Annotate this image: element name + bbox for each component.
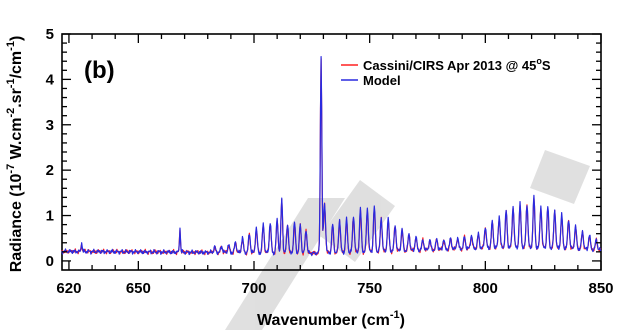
x-tick-label: 650 <box>126 280 151 297</box>
y-tick-label: 5 <box>46 26 54 43</box>
legend-label-model: Model <box>363 73 401 88</box>
legend: Cassini/CIRS Apr 2013 @ 45oS Model <box>341 56 551 88</box>
y-tick-label: 1 <box>46 208 54 225</box>
y-tick-label: 3 <box>46 117 54 134</box>
series-line-model <box>61 56 602 257</box>
x-tick-label: 850 <box>588 280 613 297</box>
x-tick-label: 750 <box>357 280 382 297</box>
tick-layer <box>62 33 602 270</box>
legend-label-cassini: Cassini/CIRS Apr 2013 @ 45oS <box>363 56 551 73</box>
x-tick-label: 700 <box>241 280 266 297</box>
y-tick-label: 4 <box>46 71 55 88</box>
x-tick-label: 620 <box>56 280 81 297</box>
y-tick-label: 0 <box>46 253 54 270</box>
x-tick-label: 800 <box>473 280 498 297</box>
y-axis-title: Radiance (10-7 W.cm-2.sr-1/cm-1) <box>5 36 25 273</box>
y-tick-label: 2 <box>46 162 54 179</box>
x-axis-title: Wavenumber (cm-1) <box>257 309 405 329</box>
x-tick-labels: 620 650 700 750 800 850 <box>56 280 613 297</box>
series-layer <box>61 56 602 257</box>
panel-label: (b) <box>84 57 115 84</box>
y-tick-labels: 0 1 2 3 4 5 <box>46 26 55 270</box>
